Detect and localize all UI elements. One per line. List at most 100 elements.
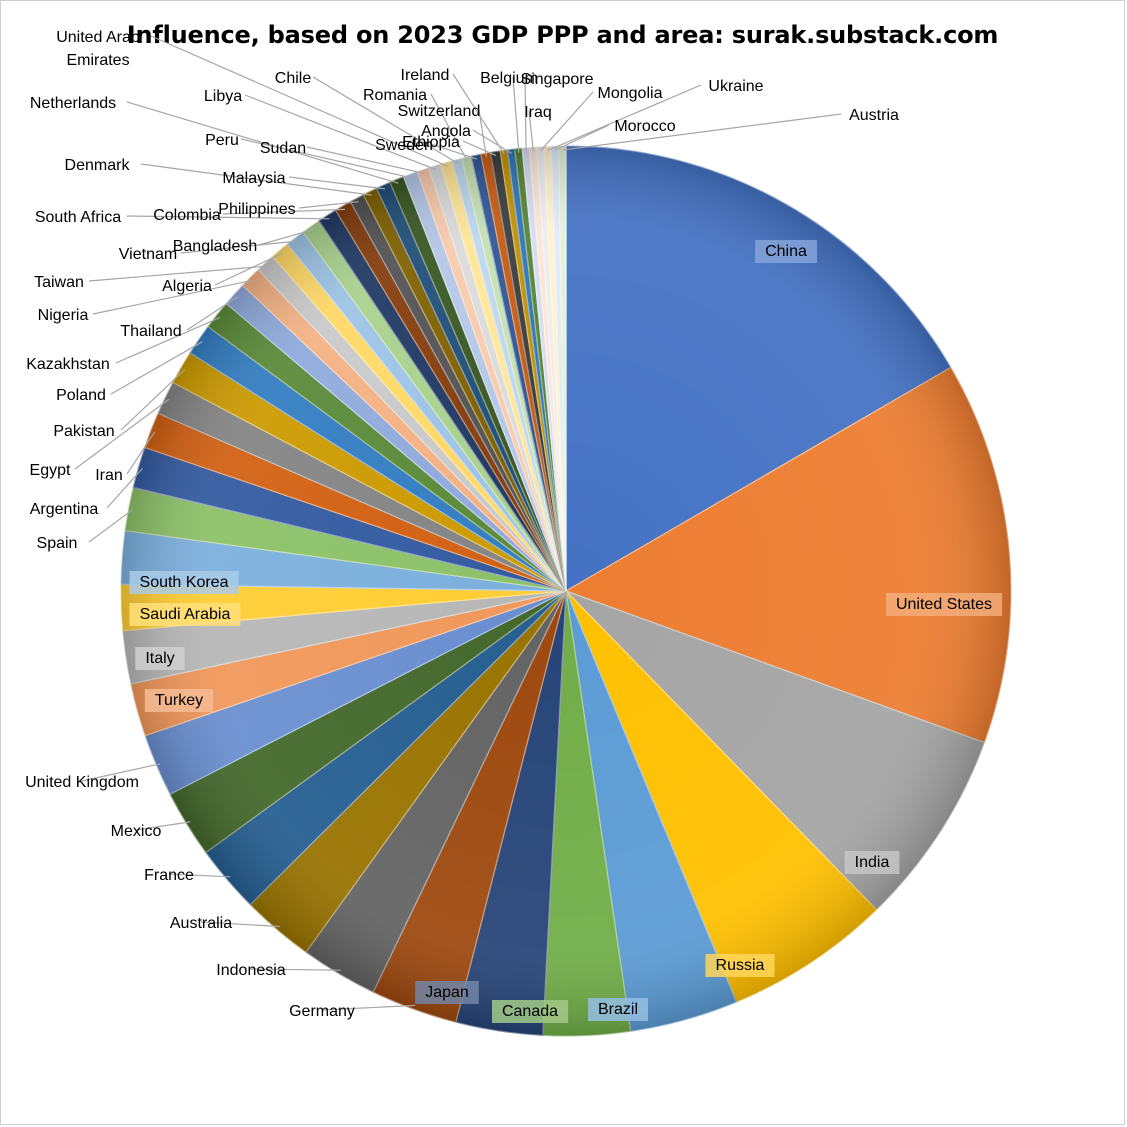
data-label-singapore: Singapore — [521, 71, 594, 88]
leader-line-netherlands — [126, 101, 399, 184]
chart-title: Influence, based on 2023 GDP PPP and are… — [126, 21, 999, 49]
data-label-box-india — [844, 851, 900, 874]
data-label-peru: Peru — [205, 132, 239, 149]
leader-line-sudan — [306, 146, 425, 174]
leader-line-nigeria — [92, 279, 254, 315]
leader-line-malaysia — [288, 176, 385, 190]
leader-line-poland — [110, 341, 203, 395]
data-label-libya: Libya — [204, 88, 242, 105]
leader-line-peru — [240, 138, 412, 179]
leader-line-germany — [321, 1004, 416, 1011]
leader-line-indonesia — [250, 968, 341, 971]
leader-line-australia — [200, 921, 280, 928]
data-label-united-kingdom: United Kingdom — [25, 774, 139, 791]
data-label-canada: Canada — [502, 1003, 558, 1020]
leader-line-france — [168, 873, 231, 878]
data-label-belgium: Belgium — [480, 70, 538, 87]
leader-line-algeria — [214, 252, 283, 286]
data-label-egypt: Egypt — [30, 462, 71, 479]
data-label-morocco: Morocco — [614, 118, 675, 135]
data-label-sweden: Sweden — [375, 137, 433, 154]
data-label-russia: Russia — [716, 957, 765, 974]
leader-line-romania — [430, 93, 468, 162]
data-label-nigeria: Nigeria — [38, 307, 89, 324]
data-label-thailand: Thailand — [120, 323, 181, 340]
leader-line-sweden — [430, 143, 478, 160]
data-label-taiwan: Taiwan — [34, 274, 84, 291]
data-label-box-canada — [492, 1000, 569, 1023]
data-label-vietnam: Vietnam — [119, 246, 177, 263]
data-label-box-saudi-arabia — [129, 603, 241, 626]
data-label-algeria: Algeria — [162, 278, 212, 295]
data-label-germany: Germany — [289, 1003, 355, 1020]
leader-line-libya — [244, 94, 437, 171]
data-label-philippines: Philippines — [218, 201, 295, 218]
data-label-colombia: Colombia — [153, 207, 221, 224]
data-label-box-turkey — [144, 689, 214, 712]
data-label-iraq: Iraq — [524, 104, 552, 121]
data-label-ethiopia: Ethiopia — [402, 134, 460, 151]
leader-line-chile — [312, 76, 459, 164]
data-label-south-africa: South Africa — [35, 209, 121, 226]
data-label-ireland: Ireland — [401, 67, 450, 84]
data-label-denmark: Denmark — [65, 157, 131, 174]
data-label-bangladesh: Bangladesh — [173, 238, 258, 255]
data-label-sudan: Sudan — [260, 140, 306, 157]
data-label-switzerland: Switzerland — [398, 103, 481, 120]
leader-line-pakistan — [120, 369, 186, 431]
data-label-brazil: Brazil — [598, 1001, 638, 1018]
data-label-japan: Japan — [425, 984, 469, 1001]
data-label-poland: Poland — [56, 387, 106, 404]
data-label-box-russia — [705, 954, 775, 977]
data-label-argentina: Argentina — [30, 501, 99, 518]
data-label-saudi-arabia: Saudi Arabia — [140, 606, 231, 623]
leader-line-bangladesh — [258, 229, 314, 246]
data-label-australia: Australia — [170, 915, 232, 932]
data-label-box-china — [755, 240, 817, 263]
leader-line-united-arab-emirates — [150, 35, 448, 167]
leader-line-argentina — [106, 468, 143, 509]
data-label-malaysia: Malaysia — [222, 170, 285, 187]
leader-line-morocco — [554, 124, 610, 151]
data-label-box-brazil — [588, 998, 648, 1021]
leader-line-mexico — [135, 821, 191, 831]
data-label-austria: Austria — [849, 107, 899, 124]
leader-line-south-africa — [126, 215, 330, 220]
data-label-south-korea: South Korea — [140, 574, 229, 591]
data-label-china: China — [765, 243, 807, 260]
leader-line-denmark — [140, 163, 372, 196]
leader-line-mongolia — [540, 91, 594, 152]
data-label-chile: Chile — [275, 70, 312, 87]
leader-line-ethiopia — [462, 140, 497, 157]
leader-line-colombia — [222, 208, 346, 215]
leader-line-belgium — [512, 76, 520, 153]
leader-line-philippines — [298, 201, 359, 209]
data-label-angola: Angola — [421, 123, 471, 140]
leader-line-angola — [472, 129, 512, 154]
data-label-pakistan: Pakistan — [53, 423, 114, 440]
data-label-box-united-states — [886, 593, 1003, 616]
data-label-box-italy — [135, 647, 185, 670]
leader-line-spain — [88, 509, 133, 543]
data-label-indonesia: Indonesia — [216, 962, 285, 979]
data-label-mongolia: Mongolia — [598, 85, 663, 102]
leader-line-ireland — [452, 73, 505, 155]
data-label-india: India — [855, 854, 890, 871]
data-label-kazakhstan: Kazakhstan — [26, 356, 110, 373]
leader-line-iran — [126, 431, 156, 475]
data-label-box-japan — [415, 981, 479, 1004]
leader-line-egypt — [74, 398, 170, 470]
leader-line-switzerland — [478, 109, 487, 158]
data-label-iran: Iran — [95, 467, 123, 484]
data-label-italy: Italy — [145, 650, 174, 667]
data-label-mexico: Mexico — [111, 823, 162, 840]
data-label-united-states: United States — [896, 596, 992, 613]
leader-line-taiwan — [88, 265, 269, 282]
data-label-france: France — [144, 867, 194, 884]
leader-line-austria — [562, 113, 842, 151]
leader-line-ukraine — [547, 84, 702, 151]
data-label-netherlands: Netherlands — [30, 95, 116, 112]
data-label-box-south-korea — [129, 571, 239, 594]
